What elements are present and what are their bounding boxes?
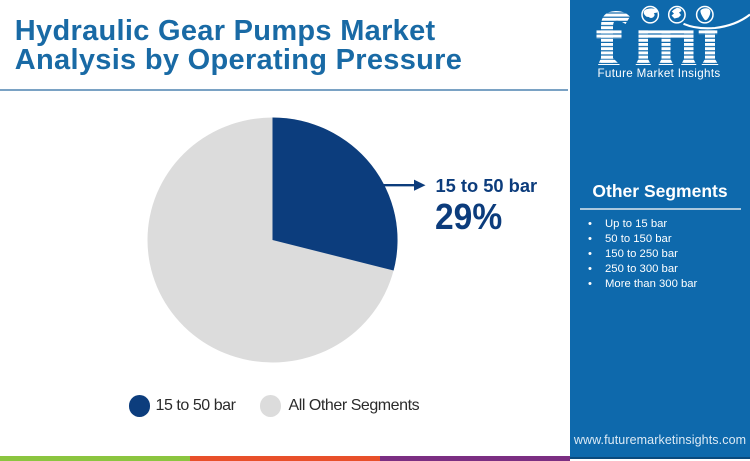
svg-text:Future Market Insights: Future Market Insights bbox=[598, 67, 721, 80]
